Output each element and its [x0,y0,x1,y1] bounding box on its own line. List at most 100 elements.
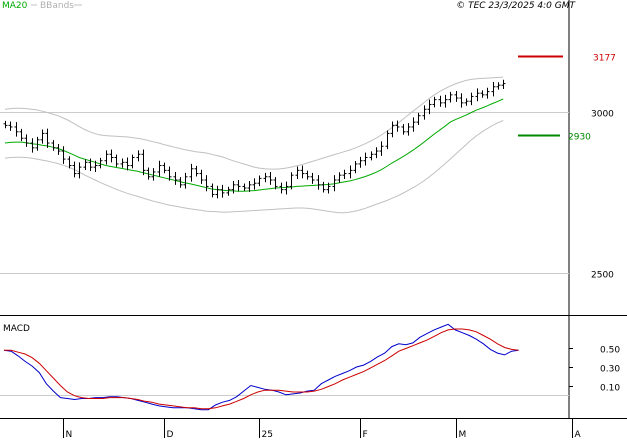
price-bar [427,99,432,115]
macd-y-tick-0.10: 0.10 [600,384,620,394]
price-bar [183,172,188,189]
price-bar [326,182,331,194]
price-bar [88,158,93,171]
ma20-line [4,98,504,192]
price-bar [56,144,61,155]
price-y-tick-2500: 2500 [591,271,614,281]
price-bar [130,154,135,169]
price-bar [289,172,294,190]
price-bar [231,180,236,194]
price-bar [40,129,45,144]
price-bar [316,175,321,190]
price-bar [321,181,326,193]
price-bar [83,159,88,171]
bbands-legend: BBands [40,1,74,11]
price-bar [353,161,358,174]
price-bar [136,150,141,162]
x-tick-label-N: N [66,430,73,440]
price-bar [173,171,178,185]
price-bar [284,181,289,195]
price-bar [93,160,98,172]
price-bar [342,169,347,180]
upper-bollinger-band [4,76,504,170]
price-bar [475,88,480,102]
price-bar [374,147,379,159]
price-bar [236,180,241,192]
bollinger-bands [4,76,504,214]
price-bar [363,152,368,166]
price-bar [242,183,247,191]
price-bar [141,149,146,176]
price-bar [3,120,8,129]
price-y-tick-3000: 3000 [591,110,614,120]
price-bar [480,90,485,98]
price-bar [14,122,19,137]
price-bar [72,161,77,178]
ma20-legend: MA20 [2,1,28,11]
price-bar [501,79,506,90]
price-bar [215,185,220,199]
price-bar [204,175,209,192]
macd-line [3,323,519,411]
price-bar [369,151,374,161]
price-bar [469,92,474,106]
price-bar [8,121,13,131]
price-bar [109,149,114,163]
gridlines [0,112,569,274]
price-bar [454,90,459,102]
macd-layer: 0.50 0.30 0.10 [0,323,620,411]
price-bar [226,186,231,196]
price-bar [257,175,262,187]
price-bar [416,112,421,126]
macd-y-tick-0.30: 0.30 [600,365,620,375]
price-bar [348,165,353,179]
x-tick-label-A: A [575,430,582,440]
price-bar [199,169,204,184]
price-bar [167,166,172,181]
price-bar [485,87,490,99]
price-bar [295,166,300,180]
price-bar [157,160,162,177]
price-bar [279,182,284,194]
price-bar [464,98,469,106]
price-bar [401,124,406,135]
price-bar [45,128,50,148]
price-bar [411,117,416,132]
price-bar [35,136,40,151]
price-bar [61,146,66,164]
price-bar [120,158,125,168]
price-bar [189,163,194,182]
price-bar [491,81,496,97]
price-bar [30,138,35,153]
price-bar [51,140,56,151]
ma20-layer [4,98,504,192]
price-bars [3,79,506,199]
support-resistance-levels: 3177 2930 [518,54,616,143]
price-bar [459,93,464,108]
price-bar [98,157,103,169]
price-bar [448,91,453,103]
support-label: 2930 [568,133,591,143]
price-bar [422,105,427,120]
macd-y-tick-0.50: 0.50 [600,346,620,356]
price-bar [268,171,273,185]
price-bar [379,141,384,156]
price-bar [496,82,501,90]
price-bar [443,94,448,108]
price-bar [104,150,109,165]
price-bar [395,120,400,132]
y-tick-labels: 3000 2500 [591,110,614,281]
price-bar [385,130,390,150]
timestamp: © TEC 23/3/2025 4:0 GMT [456,1,576,11]
price-bar [146,167,151,180]
price-bar [390,121,395,138]
price-bar [19,128,24,142]
price-bar [178,177,183,188]
x-tick-label-25: 25 [262,430,273,440]
signal-line [4,328,519,410]
price-bar [24,134,29,147]
x-tick-label-F: F [363,430,368,440]
x-axis-ticks: N D 25 F M A [63,418,582,440]
price-bar [125,157,130,171]
